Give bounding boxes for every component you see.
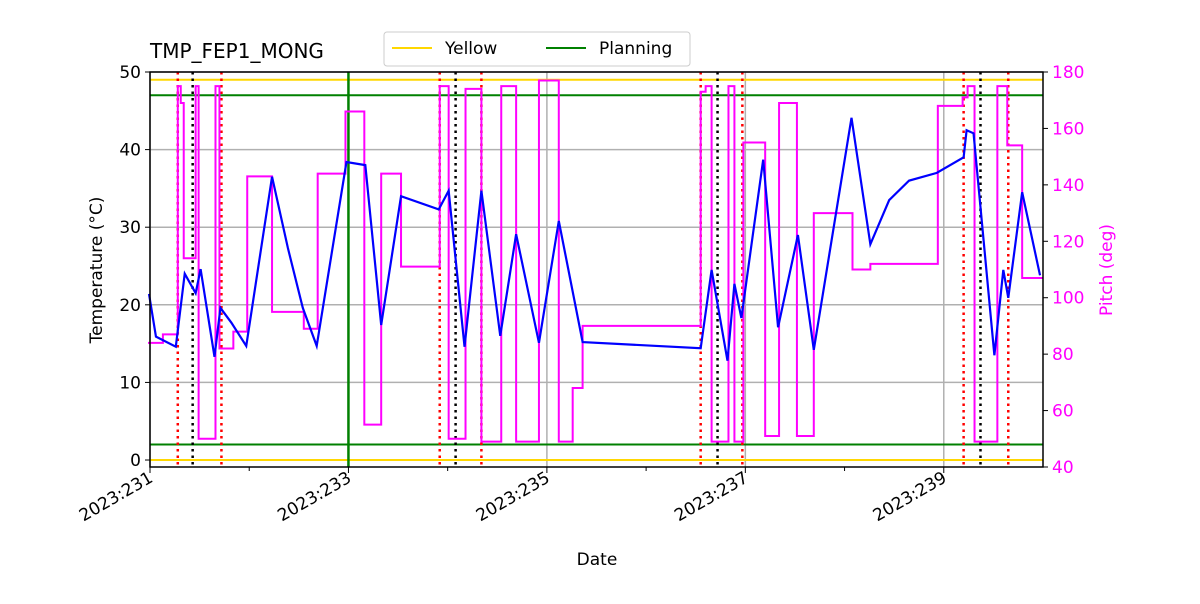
y2-tick-label: 40 [1052, 458, 1074, 478]
y2-tick-label: 100 [1052, 289, 1084, 309]
y2-tick-label: 120 [1052, 232, 1084, 252]
x-axis-label: Date [577, 550, 618, 570]
legend-label-yellow: Yellow [444, 39, 497, 59]
pitch-line [148, 79, 1043, 443]
y2-tick-label: 180 [1052, 63, 1084, 83]
y-tick-label: 10 [119, 373, 141, 393]
legend-box [383, 31, 691, 67]
limit-lines [150, 72, 1043, 467]
x-tick-label: 2023:239 [870, 468, 951, 526]
y-tick-label: 30 [119, 218, 141, 238]
legend: Yellow Planning [383, 31, 691, 67]
plot-frame [149, 71, 1044, 468]
event-lines [176, 72, 1010, 467]
temperature-line [147, 117, 1042, 361]
y-tick-label: 20 [119, 296, 141, 316]
series [147, 79, 1043, 443]
y-axis-label: Temperature (°C) [87, 197, 107, 345]
x-tick-label: 2023:237 [671, 468, 752, 526]
y-tick-label: 40 [119, 141, 141, 161]
y2-axis-label: Pitch (deg) [1097, 224, 1117, 316]
chart-title: TMP_FEP1_MONG [149, 39, 324, 63]
y-tick-label: 50 [119, 63, 141, 83]
y2-tick-label: 60 [1052, 402, 1074, 422]
y2-tick-label: 160 [1052, 119, 1084, 139]
y2-tick-label: 140 [1052, 176, 1084, 196]
y-tick-label: 0 [130, 451, 141, 471]
x-tick-label: 2023:235 [473, 468, 554, 526]
x-tick-label: 2023:231 [76, 468, 157, 526]
legend-label-planning: Planning [599, 39, 672, 59]
grid [149, 71, 1043, 467]
y2-tick-label: 80 [1052, 345, 1074, 365]
x-tick-label: 2023:233 [274, 468, 355, 526]
axes: 0 10 20 30 40 50 40 60 80 100 120 140 160 180 2023:231… [76, 63, 1084, 526]
